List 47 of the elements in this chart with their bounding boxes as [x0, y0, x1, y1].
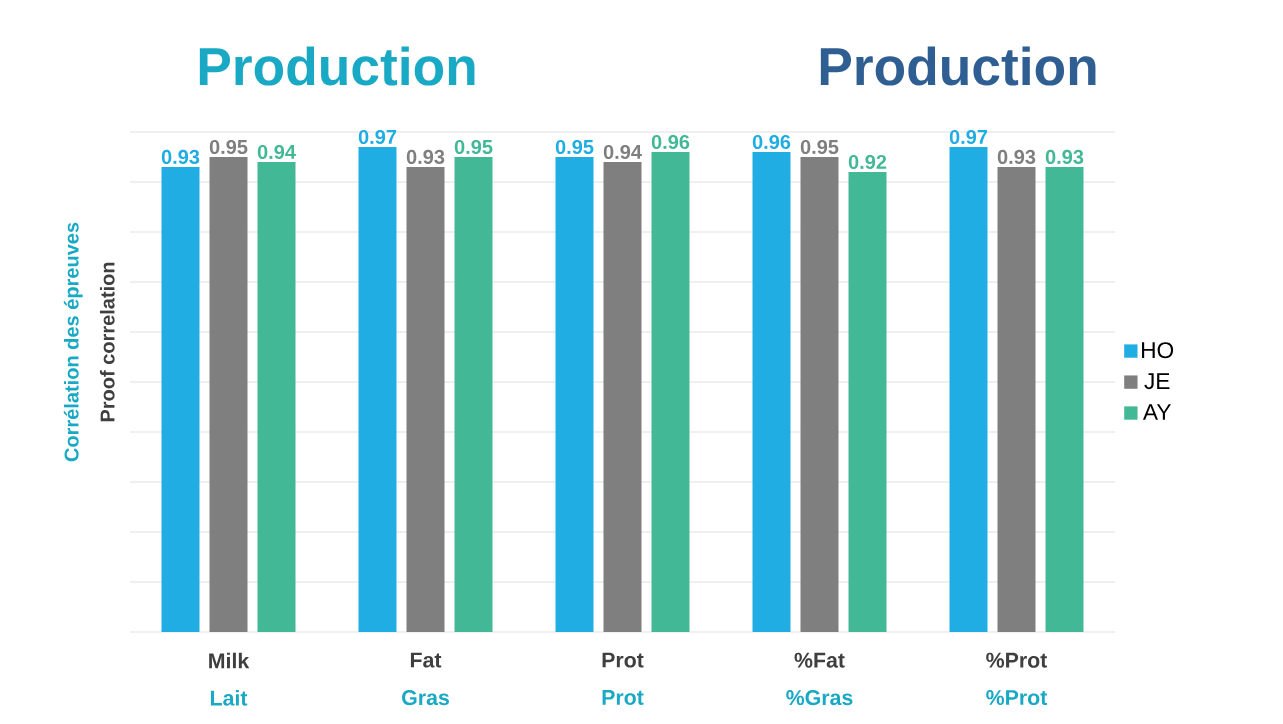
data-label: 0.97 — [358, 129, 397, 145]
bar — [454, 156, 493, 632]
bar — [997, 166, 1036, 632]
text: %Prot — [986, 690, 1048, 706]
x-tick-label: %Prot — [986, 652, 1048, 668]
bar — [406, 166, 445, 632]
text: Gras — [402, 690, 449, 706]
bar — [555, 156, 594, 632]
bar — [358, 146, 397, 632]
bar — [209, 156, 248, 632]
chart-subtitle: Production — [820, 46, 1096, 86]
x-tick-label: Prot — [602, 652, 644, 668]
bar — [949, 146, 988, 632]
text: %Gras — [786, 690, 853, 706]
data-label: 0.95 — [800, 139, 839, 155]
x-tick-label: %Fat — [794, 652, 845, 668]
data-label: 0.93 — [1045, 149, 1084, 165]
bar — [603, 161, 642, 632]
bar — [752, 151, 791, 632]
bar — [161, 166, 200, 632]
data-label: 0.92 — [848, 154, 887, 170]
legend-label: AY — [1142, 404, 1171, 420]
text: Lait — [210, 690, 248, 706]
data-label: 0.96 — [752, 134, 791, 150]
bar — [848, 171, 887, 632]
text: Prot — [602, 690, 644, 705]
data-label: 0.94 — [257, 144, 296, 160]
data-label: 0.93 — [406, 149, 445, 165]
bar — [1045, 166, 1084, 632]
text: Proof correlation — [99, 262, 115, 422]
data-label: 0.93 — [997, 149, 1036, 165]
data-label: 0.95 — [555, 139, 594, 155]
bar — [257, 161, 296, 632]
data-label: 0.95 — [209, 139, 248, 155]
bar — [651, 151, 690, 632]
x-tick-label: Milk — [209, 652, 250, 669]
data-label: 0.93 — [161, 149, 200, 165]
data-label: 0.95 — [454, 139, 493, 155]
x-tick-label: Fat — [410, 652, 442, 668]
legend-label: JE — [1144, 373, 1170, 390]
y-axis-title: Corrélation des épreuves — [63, 222, 83, 462]
legend-label: HO — [1142, 342, 1174, 359]
data-label: 0.96 — [651, 134, 690, 150]
data-label: 0.94 — [603, 144, 642, 160]
data-label: 0.97 — [949, 129, 988, 145]
bar — [800, 156, 839, 632]
chart-title: Production — [199, 46, 475, 86]
